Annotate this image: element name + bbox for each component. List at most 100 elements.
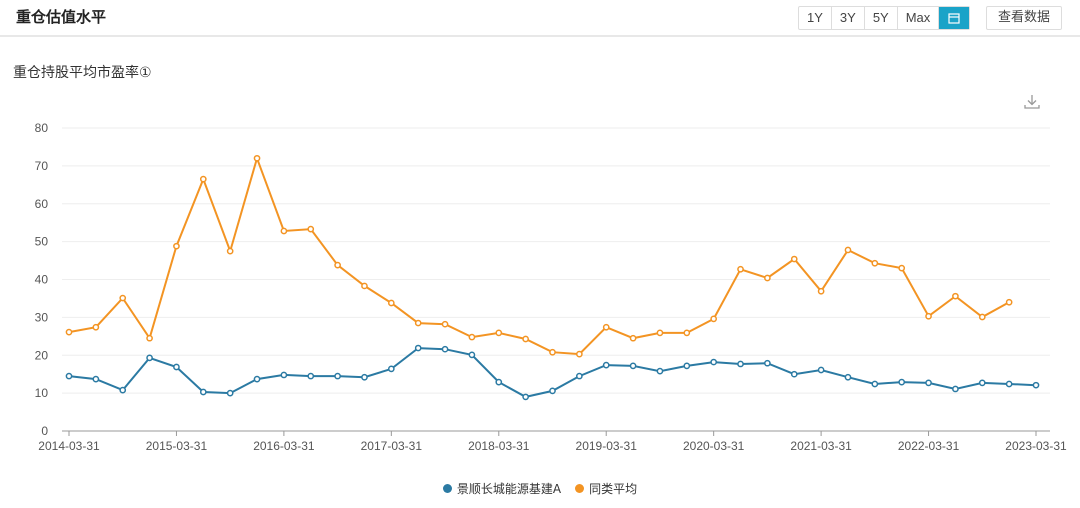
data-point xyxy=(656,367,664,375)
data-point xyxy=(495,329,503,337)
data-point xyxy=(576,372,583,380)
data-point xyxy=(925,379,932,387)
data-point xyxy=(65,328,73,336)
data-point xyxy=(280,371,288,379)
data-point xyxy=(280,227,288,235)
data-point xyxy=(199,388,207,396)
data-point xyxy=(549,348,556,356)
data-point xyxy=(146,334,153,342)
data-point xyxy=(307,372,315,380)
data-point xyxy=(602,361,610,369)
y-tick-label: 50 xyxy=(35,235,49,249)
data-point xyxy=(173,242,180,250)
legend-swatch xyxy=(442,484,452,493)
data-point xyxy=(629,334,637,342)
x-tick-label: 2018-03-31 xyxy=(468,439,530,453)
data-point xyxy=(764,274,771,282)
data-point xyxy=(790,370,798,378)
data-point xyxy=(414,319,422,327)
series-line-1 xyxy=(68,155,1010,356)
data-point xyxy=(817,366,825,374)
data-point xyxy=(549,387,556,395)
range-max-button[interactable]: Max xyxy=(898,7,940,29)
legend-item-peer-average[interactable]: 同类平均 xyxy=(575,480,637,497)
data-point xyxy=(495,378,503,386)
download-icon[interactable] xyxy=(1023,93,1041,111)
data-point xyxy=(522,393,529,401)
view-data-button[interactable]: 查看数据 xyxy=(986,6,1063,30)
legend-item-fund[interactable]: 景顺长城能源基建A xyxy=(442,480,561,497)
data-point xyxy=(387,365,395,373)
data-point xyxy=(414,344,422,352)
data-point xyxy=(253,375,261,383)
data-point xyxy=(468,351,476,359)
legend-label: 同类平均 xyxy=(589,482,638,496)
y-tick-label: 40 xyxy=(35,273,49,287)
data-point xyxy=(978,379,986,387)
data-point xyxy=(764,359,771,367)
data-point xyxy=(199,175,207,183)
y-tick-label: 10 xyxy=(35,386,49,400)
legend-swatch xyxy=(575,484,585,493)
data-point xyxy=(119,386,127,394)
data-point xyxy=(334,261,341,269)
x-tick-label: 2014-03-31 xyxy=(38,439,100,453)
data-point xyxy=(441,320,449,328)
data-point xyxy=(441,345,449,353)
data-point xyxy=(119,294,127,302)
data-point xyxy=(737,360,744,368)
x-tick-label: 2015-03-31 xyxy=(146,439,208,453)
data-point xyxy=(683,329,691,337)
x-tick-label: 2023-03-31 xyxy=(1005,439,1067,453)
data-point xyxy=(656,329,664,337)
range-3y-button[interactable]: 3Y xyxy=(832,7,865,29)
x-tick-label: 2021-03-31 xyxy=(790,439,852,453)
data-point xyxy=(1005,380,1013,388)
data-point xyxy=(898,264,906,272)
data-point xyxy=(790,255,798,263)
calendar-button[interactable] xyxy=(939,7,970,29)
data-point xyxy=(844,373,852,381)
y-tick-label: 60 xyxy=(35,197,49,211)
y-tick-label: 70 xyxy=(35,159,49,173)
data-point xyxy=(253,154,261,162)
data-point xyxy=(737,265,744,273)
y-tick-label: 0 xyxy=(41,424,48,438)
data-point xyxy=(334,372,341,380)
chart-title: 重仓持股平均市盈率① xyxy=(13,65,152,81)
data-point xyxy=(629,362,637,370)
data-point xyxy=(387,299,395,307)
x-tick-label: 2020-03-31 xyxy=(683,439,745,453)
range-1y-button[interactable]: 1Y xyxy=(799,7,832,29)
x-tick-label: 2019-03-31 xyxy=(576,439,638,453)
data-point xyxy=(173,363,180,371)
data-point xyxy=(576,350,583,358)
data-point xyxy=(65,372,73,380)
data-point xyxy=(1032,381,1040,389)
data-point xyxy=(683,362,691,370)
data-point xyxy=(307,225,315,233)
data-point xyxy=(361,282,368,290)
data-point xyxy=(468,333,476,341)
y-tick-label: 20 xyxy=(35,348,49,362)
data-point xyxy=(952,292,959,300)
data-point xyxy=(978,313,986,321)
data-point xyxy=(522,335,529,343)
x-tick-label: 2022-03-31 xyxy=(898,439,960,453)
legend: 景顺长城能源基建A 同类平均 xyxy=(0,480,1080,497)
data-point xyxy=(146,354,153,362)
data-point xyxy=(898,378,906,386)
data-point xyxy=(817,287,825,295)
data-point xyxy=(602,323,610,331)
data-point xyxy=(361,373,368,381)
data-point xyxy=(226,247,234,255)
range-button-group: 1Y 3Y 5Y Max xyxy=(798,6,971,30)
x-tick-label: 2017-03-31 xyxy=(361,439,423,453)
range-5y-button[interactable]: 5Y xyxy=(865,7,898,29)
data-point xyxy=(871,259,879,267)
data-point xyxy=(710,315,718,323)
y-tick-label: 30 xyxy=(35,310,49,324)
y-tick-label: 80 xyxy=(35,121,49,135)
data-point xyxy=(226,389,234,397)
data-point xyxy=(925,312,932,320)
